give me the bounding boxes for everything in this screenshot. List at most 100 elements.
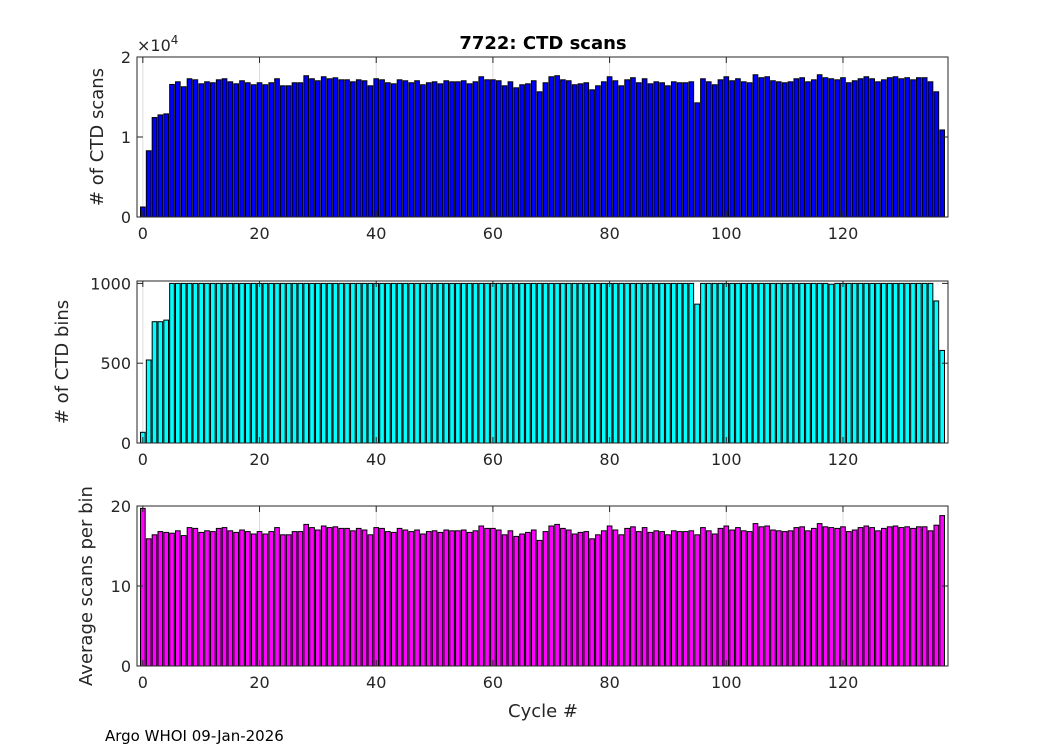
- bar: [215, 527, 222, 667]
- bar: [449, 282, 455, 444]
- bar: [309, 527, 315, 667]
- bar: [740, 530, 747, 667]
- bar: [915, 77, 922, 218]
- bar: [863, 282, 870, 444]
- bar: [560, 282, 566, 444]
- bar: [163, 319, 170, 444]
- x-tick-label: 0: [138, 673, 148, 692]
- bar: [268, 82, 275, 218]
- bar: [595, 282, 601, 444]
- bar: [472, 530, 479, 667]
- bar: [851, 529, 858, 667]
- bar: [390, 83, 397, 218]
- bar: [635, 531, 642, 667]
- bar: [828, 283, 835, 444]
- bar: [291, 82, 298, 218]
- bar: [729, 529, 735, 667]
- footer-text: Argo WHOI 09-Jan-2026: [105, 727, 284, 745]
- bar: [490, 79, 496, 218]
- bar: [571, 533, 578, 667]
- bar: [875, 530, 881, 667]
- bar: [869, 527, 875, 667]
- bar: [250, 84, 257, 218]
- bar: [857, 527, 864, 667]
- bar: [612, 80, 619, 218]
- bar: [536, 91, 543, 218]
- bar: [577, 83, 584, 218]
- bar: [910, 79, 916, 218]
- bar: [169, 282, 175, 444]
- bar: [711, 84, 718, 218]
- bar: [758, 77, 765, 218]
- y-tick-label: 0: [121, 208, 131, 227]
- bar: [600, 530, 607, 667]
- bar: [501, 534, 508, 667]
- bar: [408, 531, 415, 667]
- bar: [262, 84, 269, 218]
- bar: [834, 79, 840, 218]
- bar: [904, 526, 910, 667]
- bar: [933, 524, 940, 667]
- bar: [373, 282, 380, 444]
- bar: [746, 282, 753, 444]
- bar: [921, 282, 928, 444]
- bar: [227, 530, 234, 667]
- bar: [367, 534, 374, 667]
- bar: [904, 77, 910, 218]
- bar: [414, 529, 420, 667]
- bar: [845, 82, 852, 218]
- bar: [315, 282, 321, 444]
- bar: [875, 282, 881, 444]
- x-tick-label: 100: [711, 450, 742, 469]
- bar: [805, 81, 811, 218]
- bar: [186, 527, 193, 667]
- bar: [840, 77, 846, 218]
- bar: [641, 527, 648, 667]
- bar: [530, 80, 537, 218]
- bar: [723, 282, 730, 444]
- bar: [256, 82, 263, 218]
- bar: [711, 282, 718, 444]
- bar: [145, 150, 152, 218]
- bar: [676, 531, 683, 667]
- bar: [927, 530, 934, 667]
- bar: [250, 533, 257, 667]
- axes-average-scans: 0 20 40 60 80 100 120 0 10 20 Average scans per bi…: [76, 486, 949, 692]
- bar: [198, 531, 205, 667]
- bar: [845, 531, 852, 667]
- bar: [840, 526, 846, 667]
- bar: [904, 282, 910, 444]
- bar: [717, 282, 724, 444]
- bar: [221, 282, 228, 444]
- bar: [239, 80, 245, 218]
- bar: [519, 84, 525, 218]
- bar: [291, 282, 298, 444]
- bar: [565, 282, 572, 444]
- bar: [635, 82, 642, 218]
- bar: [886, 77, 893, 218]
- bar: [455, 530, 461, 667]
- bar: [764, 282, 770, 444]
- bar: [478, 282, 485, 444]
- bar: [402, 529, 409, 667]
- bar: [770, 529, 776, 667]
- bar: [414, 80, 420, 218]
- bar: [385, 82, 391, 218]
- bar: [705, 282, 712, 444]
- bar: [309, 282, 315, 444]
- bar: [770, 282, 776, 444]
- bar: [221, 527, 228, 667]
- bar: [682, 531, 689, 667]
- bar: [180, 535, 187, 667]
- bar: [822, 526, 829, 667]
- bar: [816, 282, 823, 444]
- bar: [326, 78, 333, 218]
- bar: [939, 349, 945, 444]
- bar: [606, 282, 613, 444]
- bar: [595, 534, 601, 667]
- bar: [892, 525, 899, 667]
- bar: [816, 523, 823, 667]
- bar: [180, 86, 187, 218]
- bar: [151, 117, 158, 218]
- bar: [775, 530, 782, 667]
